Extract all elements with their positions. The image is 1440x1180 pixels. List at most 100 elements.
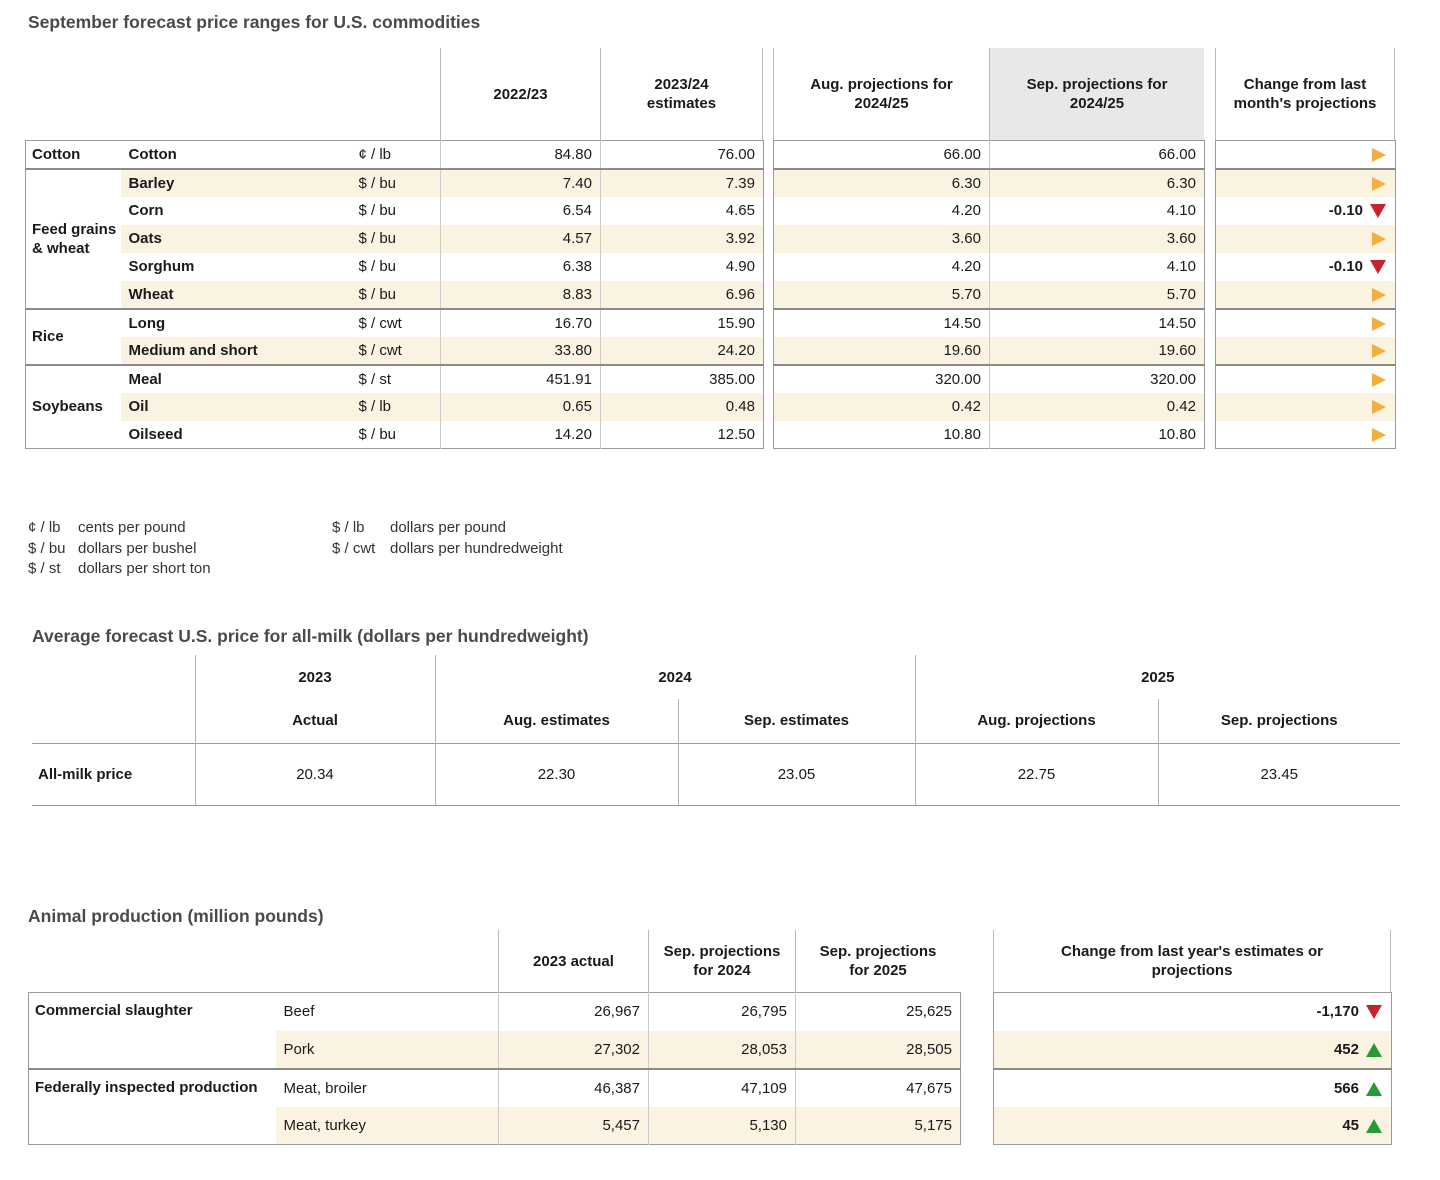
right-arrow-icon [1372, 147, 1386, 162]
unit-abbr: ¢ / lb [28, 519, 61, 536]
category-cell: Commercial slaughter [28, 992, 276, 1069]
category-cell: Soybeans [25, 363, 121, 449]
header-2023-24-estimates: 2023/24 estimates [600, 48, 763, 140]
unit-abbr: $ / bu [28, 539, 66, 557]
table-row: 4.20 4.10 [774, 196, 1205, 225]
change-value: 566 [1333, 1079, 1359, 1097]
value-cell: 84.80 [440, 140, 601, 169]
header-spacer [25, 48, 440, 140]
up-triangle-icon [1366, 1118, 1382, 1133]
category-cell: Cotton [25, 140, 121, 169]
change-value: 452 [1333, 1040, 1359, 1058]
table-row: 320.00 320.00 [773, 363, 1205, 393]
commodity-cell: Meat, turkey [275, 1106, 499, 1145]
commodity-cell: Beef [283, 1003, 315, 1021]
subheader-row: Actual Aug. estimates Sep. estimates Aug… [32, 699, 1400, 743]
up-triangle-icon [1366, 1081, 1382, 1096]
unit-cell: $ / bu [350, 224, 441, 253]
table-row: Feed grains & wheat Barley $ / bu 7.40 7… [25, 167, 764, 309]
commodity-cell: Meal [120, 363, 351, 393]
value-cell: 26,795 [648, 992, 796, 1031]
right-arrow-icon [1372, 343, 1386, 358]
header-year-2024: 2024 [434, 655, 915, 699]
unit-cell: $ / st [350, 363, 441, 393]
value-cell: 5.70 [773, 280, 990, 309]
table-row: Rice Long $ / cwt 16.70 15.90 [25, 307, 764, 365]
value-cell: 6.38 [440, 252, 601, 281]
header-sep-projections: Sep. projections for 2024/25 [989, 48, 1204, 140]
table-row: 0.42 0.42 [773, 392, 1205, 421]
header-sep-projections: Sep. projections [1157, 699, 1400, 743]
table-row [1215, 363, 1396, 393]
value-cell: 33.80 [440, 336, 601, 365]
change-cell [1215, 363, 1396, 393]
value-cell: 4.65 [600, 196, 764, 225]
right-arrow-icon [1372, 287, 1386, 302]
change-cell: 45 [993, 1106, 1392, 1145]
right-arrow-icon [1372, 427, 1386, 442]
down-triangle-icon [1366, 1005, 1382, 1020]
header-year-2023: 2023 [194, 655, 435, 699]
header-change-last-year: Change from last year's estimates or pro… [993, 930, 1391, 992]
legend-column: ¢ / lb cents per pound $ / bu dollars per … [28, 518, 332, 580]
table-row [1216, 141, 1396, 169]
value-cell: 23.45 [1157, 742, 1400, 806]
change-cell: -0.10 [1216, 197, 1396, 225]
value-cell: 6.30 [773, 167, 990, 197]
change-cell: 566 [993, 1067, 1392, 1107]
unit-cell: $ / bu [358, 202, 397, 219]
table-row: Meat, turkey 5,457 5,130 5,175 [29, 1106, 961, 1145]
header-year-2025: 2025 [914, 655, 1400, 699]
value-cell: 0.42 [773, 392, 990, 421]
header-change-last-month: Change from last month's projections [1215, 48, 1395, 140]
commodity-cell: Oats [120, 224, 351, 253]
value-cell: 22.30 [434, 742, 678, 806]
unit-desc: dollars per pound [390, 519, 506, 536]
value-cell: 4.90 [600, 252, 764, 281]
unit-cell: $ / cwt [350, 307, 441, 337]
unit-cell: $ / bu [350, 167, 441, 197]
table-row: 4.20 4.10 [774, 252, 1205, 281]
animal-table-header: 2023 actual Sep. projections for 2024 Se… [28, 930, 961, 992]
commodity-cell: Medium and short [120, 336, 351, 365]
table-row: 45 [993, 1106, 1392, 1145]
change-header: Change from last month's projections [1215, 48, 1396, 140]
value-cell: 10.80 [989, 420, 1205, 449]
unit-abbr: $ / lb [332, 519, 365, 536]
animal-table-change-body: -1,170 452 566 45 [993, 992, 1392, 1145]
commodity-cell: Wheat [120, 280, 351, 309]
year-header-row: 2023 2024 2025 [32, 655, 1400, 699]
change-value: -0.10 [1328, 202, 1363, 219]
change-value: 45 [1342, 1116, 1359, 1134]
value-cell: 23.05 [677, 742, 915, 806]
projections-header: Aug. projections for 2024/25 Sep. projec… [773, 48, 1205, 140]
value-cell: 28,505 [795, 1030, 961, 1069]
value-cell: 26,967 [498, 992, 649, 1031]
table-row: 5.70 5.70 [773, 280, 1205, 309]
table-row: All-milk price 20.34 22.30 23.05 22.75 2… [32, 742, 1400, 806]
table-row: Oilseed $ / bu 14.20 12.50 [26, 420, 764, 449]
value-cell: 3.92 [600, 224, 764, 253]
right-arrow-icon [1372, 176, 1386, 191]
change-cell: -0.10 [1216, 253, 1396, 281]
value-cell: 27,302 [498, 1030, 649, 1069]
change-cell: -1,170 [994, 993, 1392, 1031]
value-cell: 0.65 [440, 392, 601, 421]
commodity-table-change-body: -0.10 -0.10 [1215, 140, 1396, 449]
value-cell: 47,675 [795, 1067, 961, 1107]
unit-legend: ¢ / lb cents per pound $ / bu dollars per … [28, 518, 563, 580]
commodity-cell: Oilseed [128, 425, 183, 443]
header-sep-projections-2024: Sep. projections for 2024 [648, 930, 795, 992]
table-row [1215, 280, 1396, 309]
header-aug-projections: Aug. projections for 2024/25 [773, 48, 989, 140]
header-aug-estimates: Aug. estimates [434, 699, 678, 743]
animal-table-title: Animal production (million pounds) [28, 906, 324, 926]
commodity-table-change-block: Change from last month's projections -0.… [1215, 48, 1396, 449]
table-row: Medium and short $ / cwt 33.80 24.20 [26, 336, 764, 365]
value-cell: 19.60 [773, 336, 990, 365]
down-triangle-icon [1370, 204, 1386, 219]
header-aug-projections: Aug. projections [914, 699, 1158, 743]
header-2023-actual: 2023 actual [498, 930, 648, 992]
legend-item: $ / cwt dollars per hundredweight [332, 539, 563, 560]
row-label: All-milk price [32, 742, 195, 806]
